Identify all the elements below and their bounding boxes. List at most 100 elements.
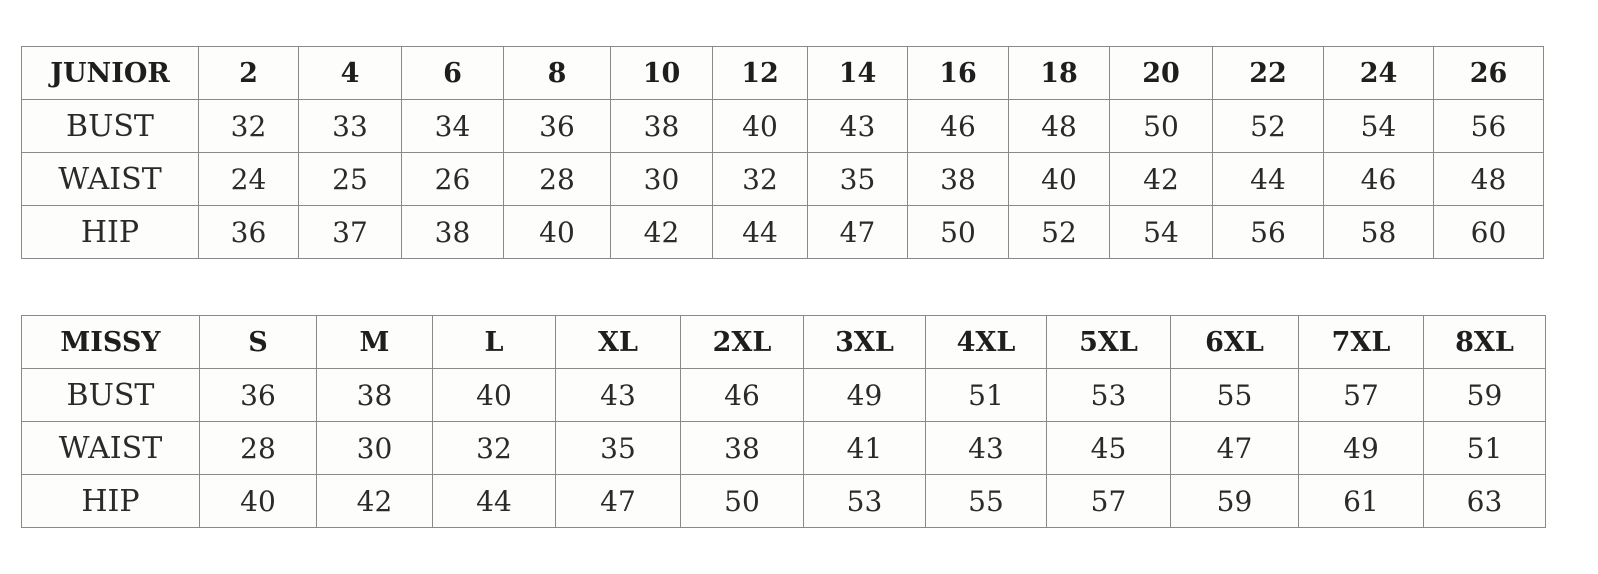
size-header-cell: 22 (1212, 46, 1324, 100)
size-header-cell: 2 (198, 46, 299, 100)
measurement-label-cell: WAIST (21, 421, 200, 475)
measurement-value-cell: 24 (198, 152, 299, 206)
measurement-value-cell: 53 (803, 474, 926, 528)
measurement-value-cell: 40 (712, 99, 808, 153)
measurement-value-cell: 50 (907, 205, 1009, 259)
measurement-value-cell: 49 (1298, 421, 1424, 475)
measurement-value-cell: 42 (316, 474, 433, 528)
measurement-value-cell: 45 (1046, 421, 1171, 475)
size-header-cell: 6 (401, 46, 504, 100)
measurement-value-cell: 50 (1109, 99, 1213, 153)
measurement-value-cell: 38 (610, 99, 713, 153)
size-header-cell: 26 (1433, 46, 1544, 100)
measurement-value-cell: 37 (298, 205, 402, 259)
measurement-value-cell: 50 (680, 474, 804, 528)
size-header-cell: 5XL (1046, 315, 1171, 369)
measurement-value-cell: 49 (803, 368, 926, 422)
measurement-value-cell: 38 (680, 421, 804, 475)
measurement-value-cell: 56 (1433, 99, 1544, 153)
table-title-cell: MISSY (21, 315, 200, 369)
junior-size-table: JUNIOR 2 4 6 8 10 12 14 16 18 20 22 24 26 BUST 32 33 34 36… (21, 46, 1544, 259)
measurement-value-cell: 35 (555, 421, 681, 475)
measurement-value-cell: 57 (1046, 474, 1171, 528)
size-header-cell: XL (555, 315, 681, 369)
size-header-cell: 6XL (1170, 315, 1299, 369)
measurement-value-cell: 48 (1433, 152, 1544, 206)
measurement-value-cell: 42 (1109, 152, 1213, 206)
measurement-label-cell: BUST (21, 99, 199, 153)
missy-size-table: MISSY S M L XL 2XL 3XL 4XL 5XL 6XL 7XL 8XL BUST 36 38 4… (21, 315, 1546, 528)
size-header-cell: 14 (807, 46, 908, 100)
header-row: JUNIOR 2 4 6 8 10 12 14 16 18 20 22 24 26 (21, 46, 1544, 100)
measurement-value-cell: 36 (198, 205, 299, 259)
table-title-cell: JUNIOR (21, 46, 199, 100)
measurement-value-cell: 28 (503, 152, 611, 206)
header-row: MISSY S M L XL 2XL 3XL 4XL 5XL 6XL 7XL 8XL (21, 315, 1546, 369)
measurement-value-cell: 32 (712, 152, 808, 206)
measurement-value-cell: 41 (803, 421, 926, 475)
table-row: HIP 36 37 38 40 42 44 47 50 52 54 56 58 60 (21, 205, 1544, 259)
measurement-label-cell: BUST (21, 368, 200, 422)
measurement-value-cell: 51 (925, 368, 1047, 422)
measurement-value-cell: 33 (298, 99, 402, 153)
measurement-value-cell: 30 (316, 421, 433, 475)
measurement-value-cell: 59 (1423, 368, 1546, 422)
size-header-cell: 2XL (680, 315, 804, 369)
measurement-value-cell: 43 (925, 421, 1047, 475)
size-header-cell: S (199, 315, 317, 369)
measurement-value-cell: 54 (1323, 99, 1434, 153)
measurement-value-cell: 61 (1298, 474, 1424, 528)
measurement-value-cell: 47 (555, 474, 681, 528)
measurement-value-cell: 53 (1046, 368, 1171, 422)
measurement-value-cell: 46 (1323, 152, 1434, 206)
measurement-value-cell: 42 (610, 205, 713, 259)
measurement-value-cell: 55 (1170, 368, 1299, 422)
measurement-value-cell: 57 (1298, 368, 1424, 422)
measurement-value-cell: 40 (1008, 152, 1110, 206)
measurement-value-cell: 40 (503, 205, 611, 259)
measurement-value-cell: 43 (807, 99, 908, 153)
measurement-value-cell: 38 (907, 152, 1009, 206)
measurement-value-cell: 55 (925, 474, 1047, 528)
measurement-value-cell: 47 (807, 205, 908, 259)
measurement-value-cell: 47 (1170, 421, 1299, 475)
measurement-value-cell: 44 (1212, 152, 1324, 206)
measurement-value-cell: 32 (198, 99, 299, 153)
size-header-cell: 8XL (1423, 315, 1546, 369)
measurement-value-cell: 46 (907, 99, 1009, 153)
measurement-value-cell: 43 (555, 368, 681, 422)
size-header-cell: 3XL (803, 315, 926, 369)
measurement-value-cell: 35 (807, 152, 908, 206)
measurement-value-cell: 54 (1109, 205, 1213, 259)
measurement-label-cell: HIP (21, 474, 200, 528)
measurement-value-cell: 34 (401, 99, 504, 153)
measurement-value-cell: 52 (1008, 205, 1110, 259)
measurement-value-cell: 60 (1433, 205, 1544, 259)
table-row: WAIST 28 30 32 35 38 41 43 45 47 49 51 (21, 421, 1546, 475)
table-row: HIP 40 42 44 47 50 53 55 57 59 61 63 (21, 474, 1546, 528)
size-header-cell: 4XL (925, 315, 1047, 369)
size-header-cell: 4 (298, 46, 402, 100)
size-header-cell: 16 (907, 46, 1009, 100)
measurement-value-cell: 40 (199, 474, 317, 528)
measurement-value-cell: 44 (432, 474, 556, 528)
measurement-value-cell: 59 (1170, 474, 1299, 528)
measurement-value-cell: 38 (401, 205, 504, 259)
measurement-value-cell: 46 (680, 368, 804, 422)
size-header-cell: 24 (1323, 46, 1434, 100)
size-header-cell: 10 (610, 46, 713, 100)
measurement-value-cell: 32 (432, 421, 556, 475)
table-row: BUST 36 38 40 43 46 49 51 53 55 57 59 (21, 368, 1546, 422)
measurement-value-cell: 30 (610, 152, 713, 206)
size-header-cell: 8 (503, 46, 611, 100)
measurement-value-cell: 56 (1212, 205, 1324, 259)
measurement-label-cell: HIP (21, 205, 199, 259)
size-header-cell: L (432, 315, 556, 369)
size-header-cell: 20 (1109, 46, 1213, 100)
measurement-value-cell: 40 (432, 368, 556, 422)
table-row: WAIST 24 25 26 28 30 32 35 38 40 42 44 46 48 (21, 152, 1544, 206)
measurement-value-cell: 36 (503, 99, 611, 153)
measurement-value-cell: 25 (298, 152, 402, 206)
measurement-label-cell: WAIST (21, 152, 199, 206)
size-header-cell: 12 (712, 46, 808, 100)
